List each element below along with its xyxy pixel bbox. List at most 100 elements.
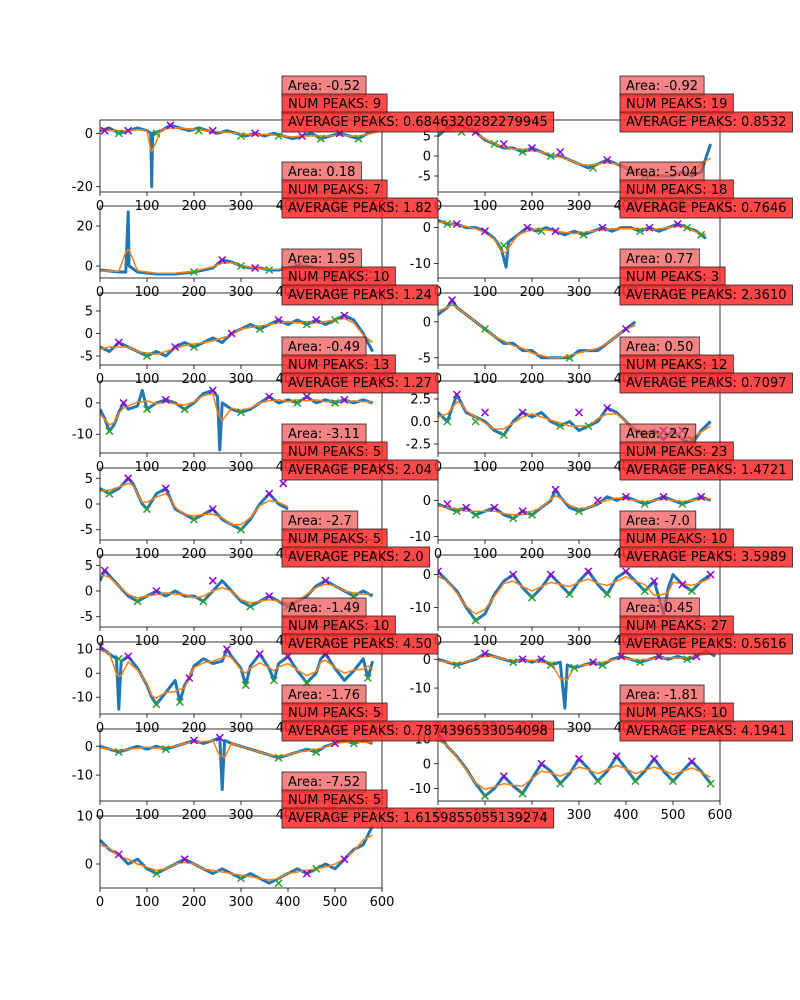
valley-marker [189,267,199,277]
x-tick-label: 200 [182,285,207,300]
valley-marker [546,661,555,670]
plot-area [438,485,712,523]
y-tick-label: 0 [85,667,93,682]
peak-marker [518,655,527,664]
average-peaks-label-box [619,284,793,306]
peak-marker [100,566,109,575]
peak-marker [340,311,349,320]
plot-area [100,733,374,791]
average-peaks-label-box [281,633,439,655]
peak-marker [100,642,105,651]
x-tick-label: 100 [135,721,160,736]
peak-marker [438,567,443,576]
num-peaks-label: NUM PEAKS: 7 [288,183,381,198]
valley-marker [312,748,321,757]
y-tick-label: 0 [85,260,93,275]
x-tick-label: 100 [135,372,160,387]
plot-area [438,296,637,362]
valley-marker [105,427,114,436]
peak-marker [443,499,452,509]
valley-marker [142,351,152,361]
smoothed-line [438,494,711,516]
valley-marker [142,505,152,514]
peak-marker [551,227,560,236]
x-tick-label: 100 [135,199,160,214]
peak-marker [208,505,217,514]
peak-marker [222,645,231,654]
peak-marker [189,736,199,745]
signal-line [100,476,289,532]
y-tick-label: -5 [80,350,93,365]
peak-marker [659,492,668,501]
x-tick-label: 100 [473,285,498,300]
peak-marker [574,408,584,417]
average-peaks-label: AVERAGE PEAKS: 2.0 [288,550,424,565]
valley-marker [518,147,527,157]
valley-marker [589,163,598,173]
peak-marker [119,398,128,407]
peak-marker [589,658,598,667]
x-tick-label: 200 [520,634,545,649]
x-tick-label: 100 [473,634,498,649]
valley-marker [274,753,283,762]
peak-marker [161,395,170,404]
num-peaks-label: NUM PEAKS: 10 [626,532,727,547]
y-tick-label: 0 [85,740,93,755]
num-peaks-label: NUM PEAKS: 19 [626,97,727,112]
x-tick-label: 200 [182,460,207,475]
y-tick-label: -10 [410,601,431,616]
valley-marker [697,230,706,239]
peak-marker [340,855,349,864]
axes-layer: 0100200300400500600-20001002003004005006… [72,119,732,911]
y-tick-label: -10 [72,691,93,706]
valley-marker [593,777,602,786]
x-tick-label: 200 [520,285,545,300]
x-tick-label: 200 [520,547,545,562]
x-tick-label: 300 [229,372,254,387]
x-tick-label: 300 [567,460,592,475]
valley-marker [499,430,508,440]
x-tick-label: 300 [229,199,254,214]
valley-marker [194,126,203,135]
plot-area [100,566,374,611]
plot-area [438,649,717,710]
valley-marker [640,586,649,596]
x-tick-label: 200 [520,460,545,475]
peak-marker [462,503,471,512]
average-peaks-label-box [619,459,793,481]
valley-marker [640,499,649,509]
x-tick-label: 200 [182,721,207,736]
smoothed-line [100,482,289,526]
signal-line [438,298,637,360]
signal-line [100,123,378,189]
plot-area [100,474,289,534]
y-tick-label: 0 [85,327,93,342]
num-peaks-label: NUM PEAKS: 10 [288,270,389,285]
valley-marker [274,131,283,141]
valley-marker [471,616,480,625]
plot-area [100,311,374,361]
average-peaks-label: AVERAGE PEAKS: 0.5616 [626,637,786,652]
valley-marker [452,661,461,670]
valley-marker [471,510,480,519]
peak-marker [697,492,706,501]
x-tick-label: 300 [229,808,254,823]
valley-marker [114,748,123,757]
x-tick-label: 0 [96,285,104,300]
peak-marker [537,759,546,768]
plot-area [100,386,374,452]
average-peaks-label-box [281,284,439,306]
area-label: Area: 0.18 [288,165,355,180]
peak-marker [621,324,631,334]
peak-marker [279,479,288,488]
peak-marker [527,143,537,153]
smoothed-line [100,127,378,153]
smoothed-line [100,739,373,759]
y-tick-label: 0 [423,653,431,668]
x-tick-label: 300 [567,372,592,387]
valley-marker [236,261,246,271]
average-peaks-label: AVERAGE PEAKS: 1.27 [288,376,432,391]
average-peaks-label-box [281,459,439,481]
peak-marker [490,503,499,512]
